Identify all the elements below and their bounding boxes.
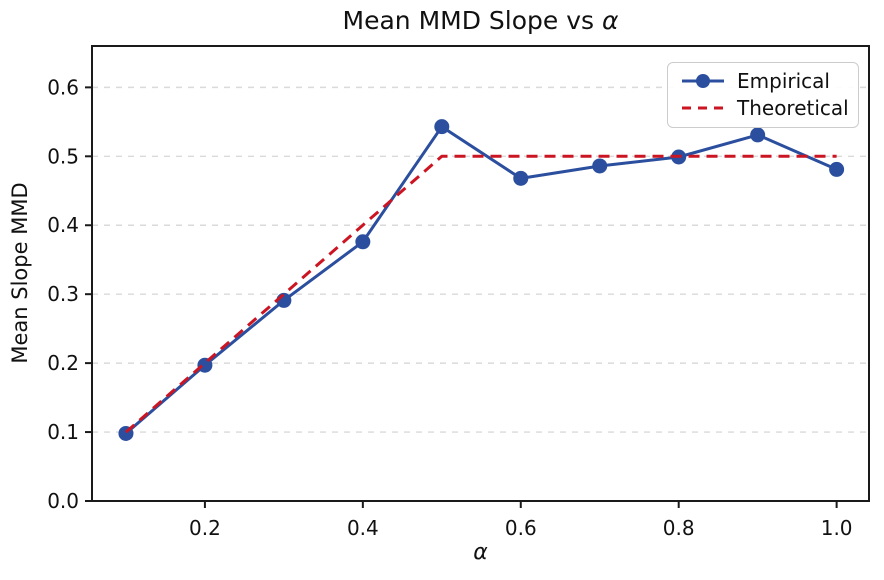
y-tick-label: 0.6 (47, 75, 79, 99)
chart-title: Mean MMD Slope vs α (92, 4, 869, 38)
chart-title-text: Mean MMD Slope vs (342, 6, 602, 35)
plot-border (91, 45, 870, 502)
legend-item-empirical: Empirical (680, 69, 848, 93)
data-point-empirical (513, 170, 529, 186)
y-axis-label: Mean Slope MMD (8, 182, 32, 364)
y-tick-label: 0.4 (47, 213, 79, 237)
theoretical-dashed-line-icon (682, 106, 724, 110)
empirical-line-marker-icon (682, 74, 724, 88)
data-point-empirical (434, 119, 450, 135)
data-point-empirical (750, 127, 766, 143)
x-tick-label: 0.2 (189, 516, 221, 540)
y-tick-label: 0.0 (47, 489, 79, 513)
x-tick-label: 0.4 (347, 516, 379, 540)
legend-label-theoretical: Theoretical (737, 96, 849, 120)
legend-item-theoretical: Theoretical (680, 96, 849, 120)
chart-title-alpha: α (602, 6, 619, 35)
series-empirical-line (125, 125, 838, 435)
y-tick-label: 0.3 (47, 282, 79, 306)
empirical-sample-marker (696, 74, 710, 88)
y-tick-label: 0.1 (47, 420, 79, 444)
legend-label-empirical: Empirical (737, 69, 830, 93)
y-tick-label: 0.2 (47, 351, 79, 375)
x-tick-label: 1.0 (821, 516, 853, 540)
x-tick-label: 0.8 (663, 516, 695, 540)
x-tick-label: 0.6 (505, 516, 537, 540)
x-axis-label: α (473, 540, 488, 565)
data-point-empirical (829, 161, 845, 177)
legend: Empirical Theoretical (667, 62, 859, 128)
data-point-empirical (592, 158, 608, 174)
data-point-empirical (355, 234, 371, 250)
series-theoretical-line (125, 154, 837, 434)
y-tick-label: 0.5 (47, 144, 79, 168)
